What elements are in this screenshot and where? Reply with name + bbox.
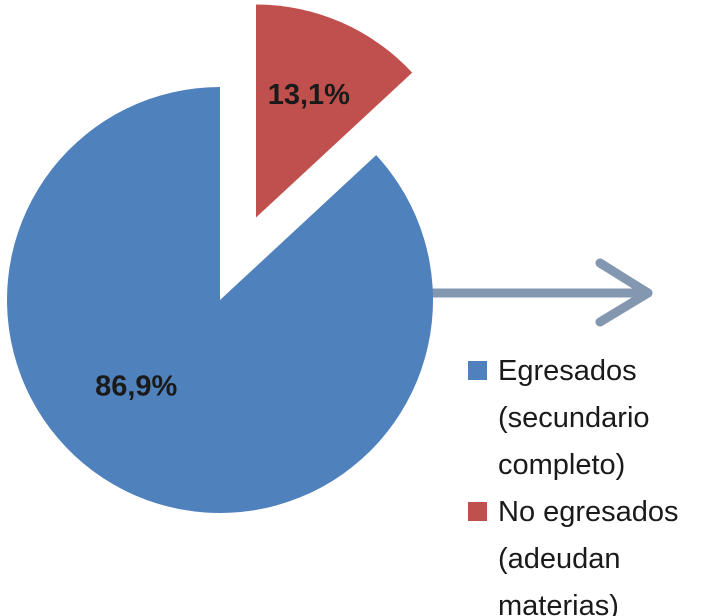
data-label: 13,1%	[268, 79, 350, 111]
legend-swatch	[468, 502, 487, 521]
legend-label: Egresados (secundario completo)	[498, 355, 650, 481]
legend-label: No egresados (adeudan materias)	[498, 496, 679, 616]
pie-slice	[6, 87, 433, 513]
pie-slice	[256, 4, 413, 218]
legend-swatch	[468, 361, 487, 380]
arrow	[428, 258, 653, 327]
data-label: 86,9%	[95, 371, 177, 403]
